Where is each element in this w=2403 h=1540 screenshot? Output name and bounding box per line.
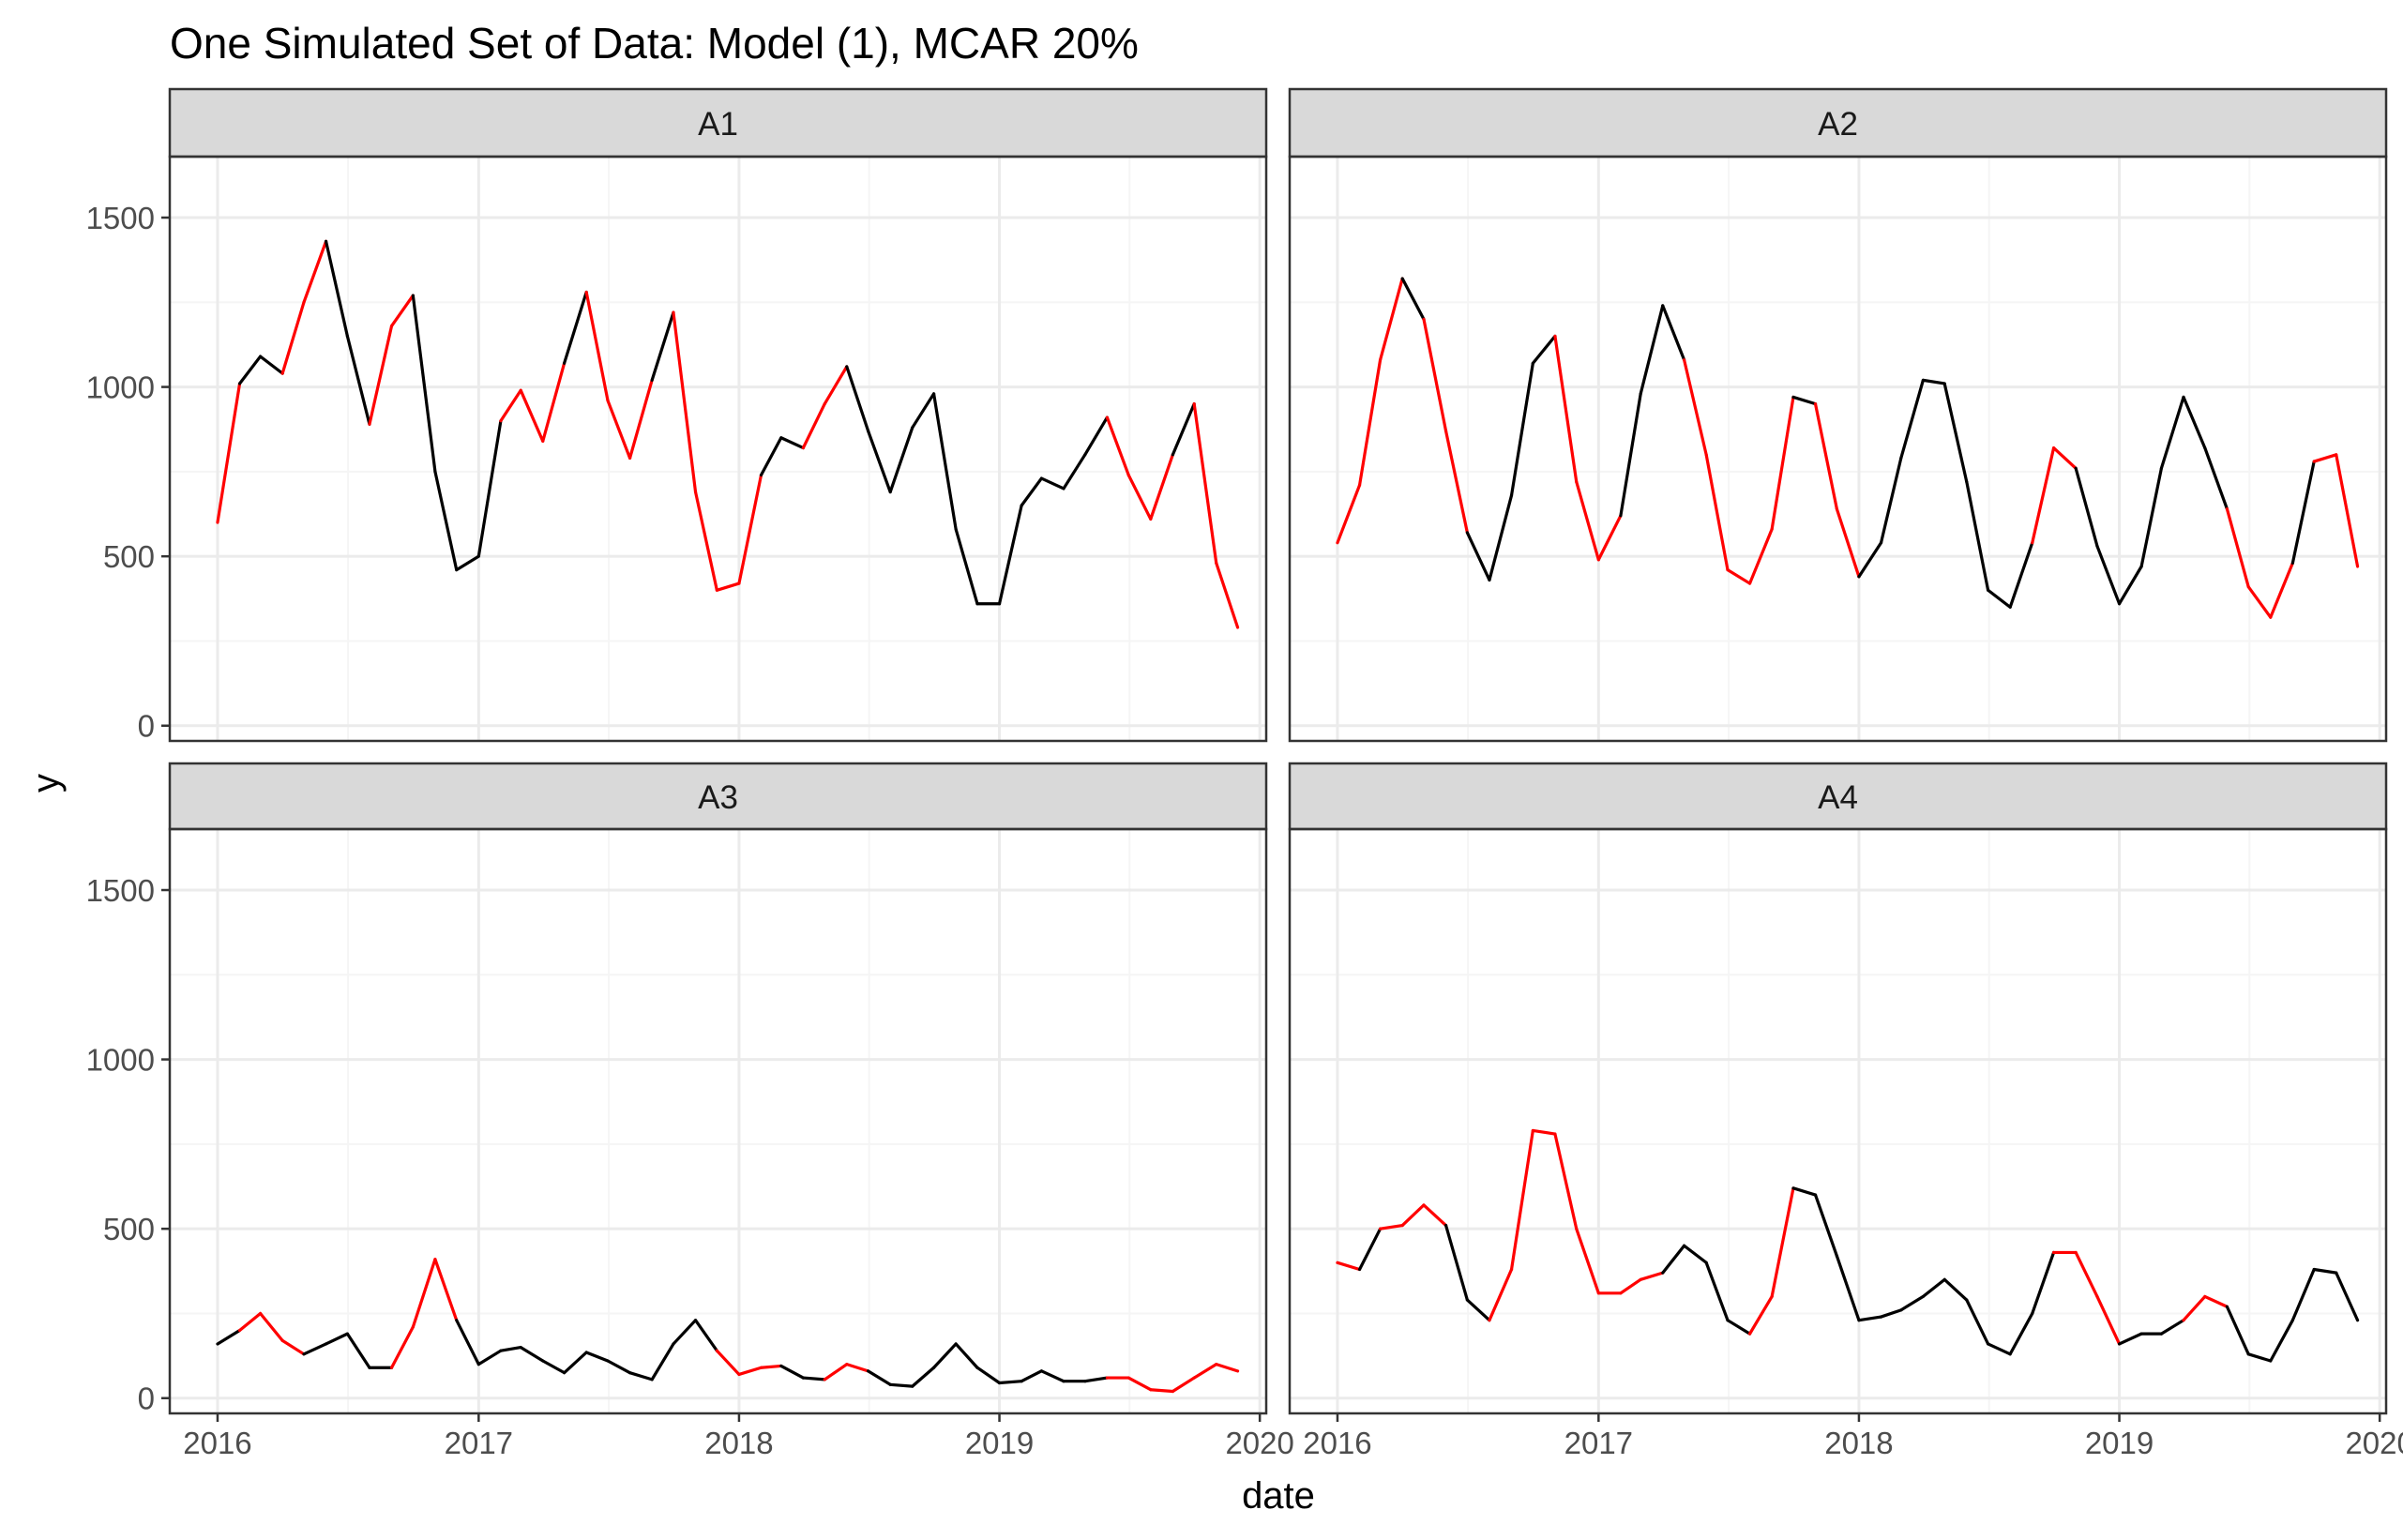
y-tick-label: 500 bbox=[103, 1212, 155, 1246]
x-tick-label: 2016 bbox=[1303, 1426, 1371, 1460]
x-tick-label: 2019 bbox=[965, 1426, 1034, 1460]
series-segment bbox=[1151, 1390, 1173, 1392]
x-tick-label: 2017 bbox=[445, 1426, 513, 1460]
y-tick-label: 1500 bbox=[86, 873, 155, 908]
y-tick-label: 500 bbox=[103, 539, 155, 574]
x-tick-label: 2018 bbox=[1824, 1426, 1893, 1460]
x-tick-label: 2019 bbox=[2085, 1426, 2154, 1460]
x-axis-title: date bbox=[1242, 1475, 1315, 1517]
series-segment bbox=[762, 1366, 781, 1367]
y-tick-label: 1000 bbox=[86, 370, 155, 405]
panel-a1: A1 0 500 1000 1500 bbox=[86, 89, 1266, 744]
y-tick-label: 1000 bbox=[86, 1043, 155, 1078]
y-tick-label: 1500 bbox=[86, 201, 155, 235]
x-tick-label: 2020 bbox=[2345, 1426, 2403, 1460]
facet-label: A3 bbox=[698, 779, 738, 816]
x-tick-label: 2018 bbox=[704, 1426, 773, 1460]
panel-background bbox=[170, 157, 1266, 741]
series-segment bbox=[803, 1378, 824, 1380]
panel-background bbox=[170, 829, 1266, 1413]
x-tick-label: 2017 bbox=[1564, 1426, 1633, 1460]
y-tick-label: 0 bbox=[138, 709, 155, 744]
facet-label: A1 bbox=[698, 106, 738, 143]
panel-a3: A3 0 500 1000 1500 2016 2017 2018 2019 2020 bbox=[86, 763, 1294, 1460]
facet-label: A4 bbox=[1818, 779, 1858, 816]
series-segment bbox=[890, 1384, 913, 1386]
facet-label: A2 bbox=[1818, 106, 1858, 143]
panel-background bbox=[1290, 157, 2386, 741]
facet-panels: A1 0 500 1000 1500 A2 A3 0 500 1000 1500 2016 2017 20… bbox=[86, 89, 2403, 1460]
x-tick-label: 2020 bbox=[1225, 1426, 1293, 1460]
y-axis-title: y bbox=[25, 774, 67, 793]
panel-background bbox=[1290, 829, 2386, 1413]
panel-a2: A2 bbox=[1290, 89, 2386, 741]
series-segment bbox=[1000, 1381, 1022, 1383]
chart-title: One Simulated Set of Data: Model (1), MC… bbox=[170, 19, 1139, 68]
y-tick-label: 0 bbox=[138, 1381, 155, 1416]
x-tick-label: 2016 bbox=[183, 1426, 251, 1460]
panel-a4: A4 2016 2017 2018 2019 2020 bbox=[1290, 763, 2403, 1460]
